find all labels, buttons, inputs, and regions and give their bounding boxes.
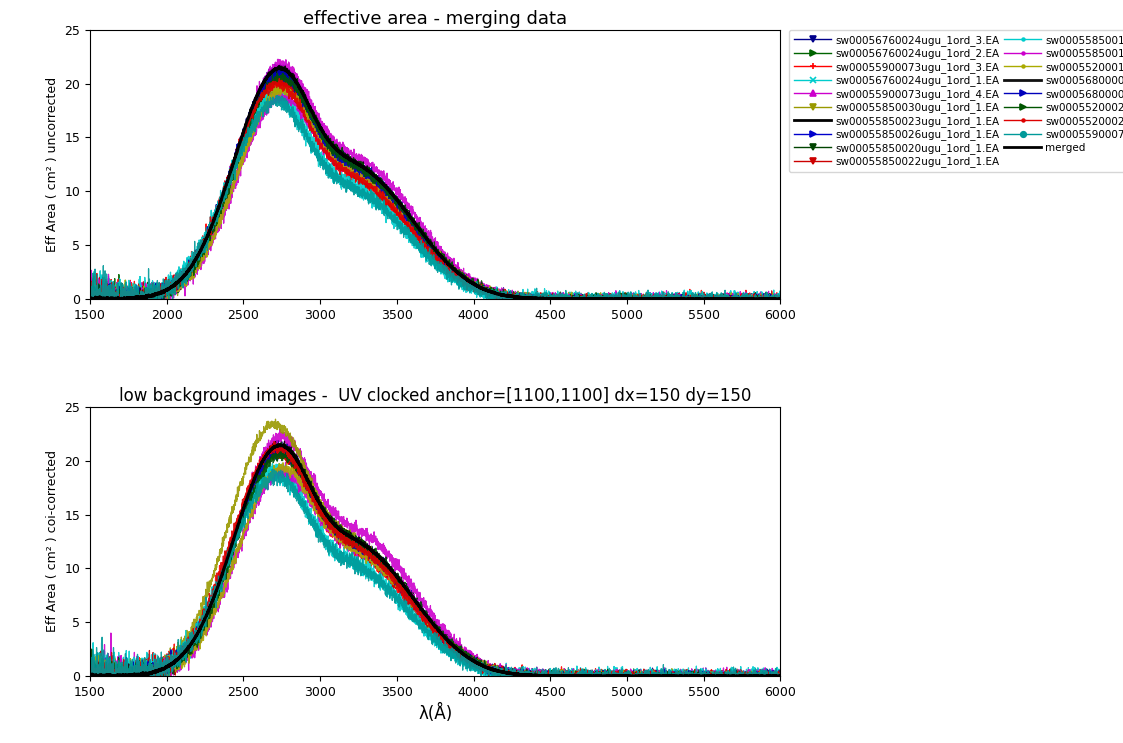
X-axis label: λ(Å): λ(Å) — [418, 704, 453, 724]
Y-axis label: Eff Area ( cm² ) coi-corrected: Eff Area ( cm² ) coi-corrected — [46, 450, 58, 632]
Y-axis label: Eff Area ( cm² ) uncorrected: Eff Area ( cm² ) uncorrected — [46, 77, 58, 252]
Legend: sw00056760024ugu_1ord_3.EA, sw00056760024ugu_1ord_2.EA, sw00055900073ugu_1ord_3.: sw00056760024ugu_1ord_3.EA, sw0005676002… — [789, 30, 1123, 172]
Title: effective area - merging data: effective area - merging data — [303, 10, 567, 28]
Title: low background images -  UV clocked anchor=[1100,1100] dx=150 dy=150: low background images - UV clocked ancho… — [119, 387, 751, 405]
